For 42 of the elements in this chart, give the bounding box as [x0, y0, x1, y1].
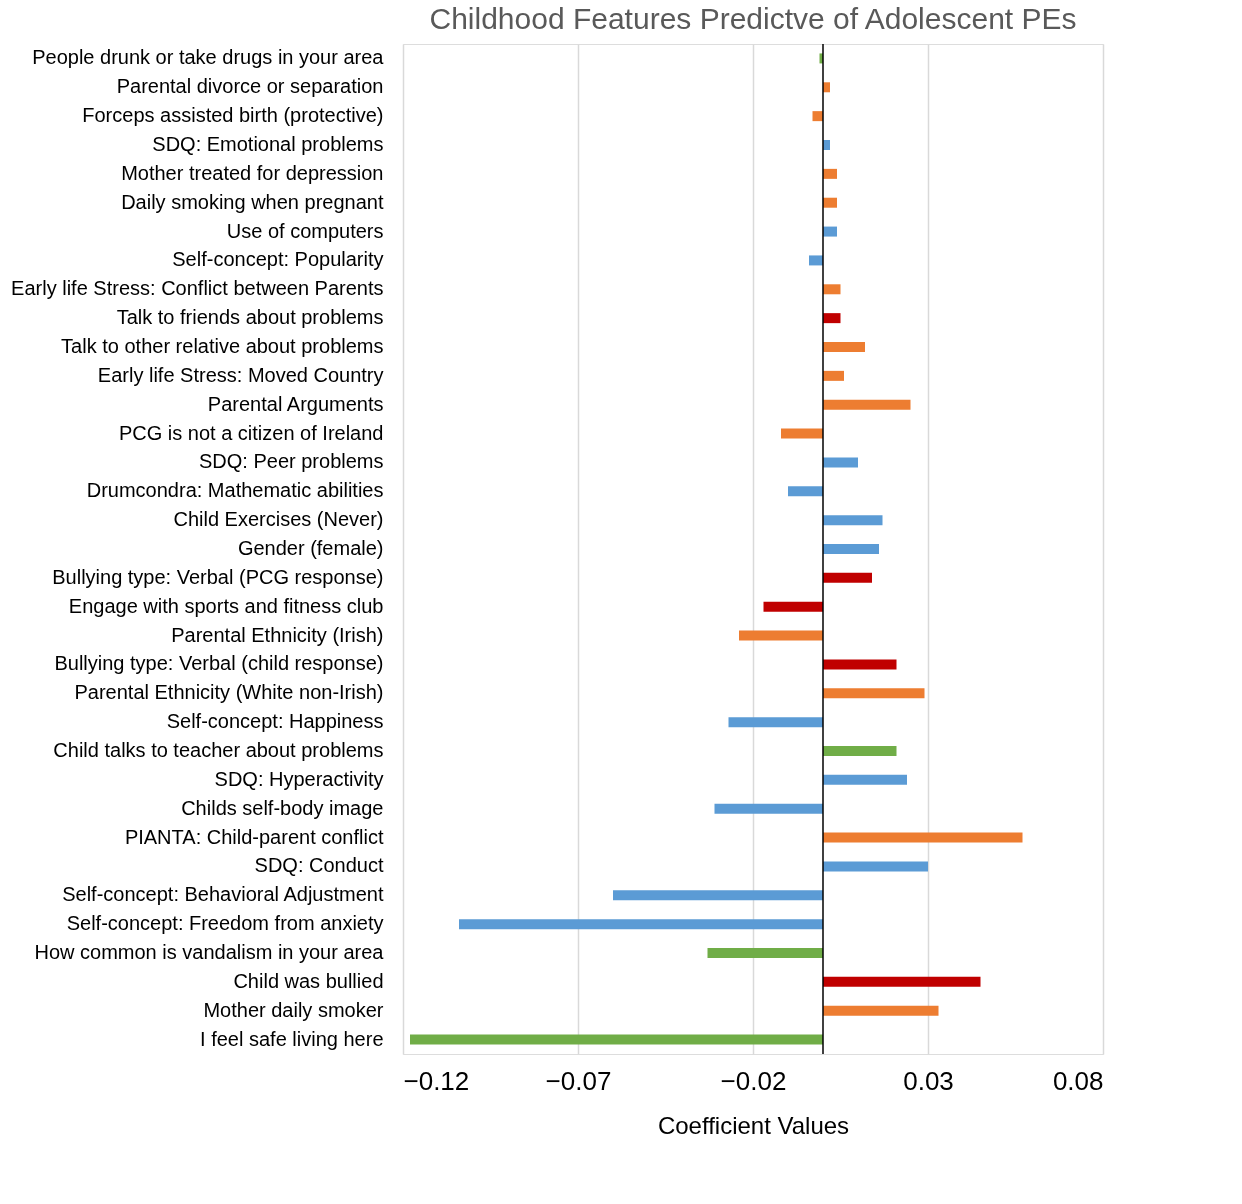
x-tick-label: 0.03: [903, 1065, 954, 1096]
y-tick-label: SDQ: Emotional problems: [152, 133, 384, 155]
y-tick-label: SDQ: Peer problems: [198, 450, 384, 473]
x-tick-label: −0.02: [720, 1065, 787, 1096]
y-tick-label: PCG is not a citizen of Ireland: [118, 421, 384, 444]
y-tick-label: Talk to other relative about problems: [61, 335, 384, 357]
y-tick-label: Self-concept: Popularity: [172, 248, 384, 271]
x-tick-label: 0.08: [1052, 1065, 1104, 1096]
y-tick-label: Child Exercises (Never): [173, 508, 384, 531]
y-tick-label: Drumcondra: Mathematic abilities: [86, 479, 384, 502]
y-tick-label: PIANTA: Child-parent conflict: [124, 825, 384, 848]
y-tick-label: Bullying type: Verbal (child response): [54, 652, 384, 675]
y-tick-label: How common is vandalism in your area: [34, 941, 385, 963]
y-tick-label: Mother daily smoker: [203, 998, 384, 1021]
y-tick-label: Daily smoking when pregnant: [121, 190, 384, 213]
y-tick-label: Talk to friends about problems: [116, 306, 384, 329]
y-tick-label: Mother treated for depression: [121, 161, 384, 184]
y-tick-label: Gender (female): [237, 537, 384, 559]
y-tick-label: SDQ: Conduct: [254, 854, 384, 877]
y-tick-label: Use of computers: [226, 219, 384, 242]
y-tick-label: I feel safe living here: [200, 1027, 384, 1050]
y-tick-label: Parental divorce or separation: [116, 75, 384, 98]
y-tick-label: Bullying type: Verbal (PCG response): [52, 565, 384, 588]
y-tick-label: Forceps assisted birth (protective): [82, 104, 384, 127]
y-tick-label: Engage with sports and fitness club: [68, 594, 384, 617]
y-tick-label: Parental Ethnicity (Irish): [171, 623, 384, 646]
y-tick-label: Early life Stress: Conflict between Parents: [11, 277, 384, 300]
y-tick-label: Childs self-body image: [181, 796, 384, 819]
y-tick-label: Child talks to teacher about problems: [53, 739, 384, 761]
y-tick-label: Parental Arguments: [207, 392, 384, 415]
y-tick-label: Early life Stress: Moved Country: [97, 363, 384, 386]
y-tick-label: Parental Ethnicity (White non-Irish): [74, 681, 384, 704]
y-tick-label: People drunk or take drugs in your area: [32, 46, 385, 69]
y-tick-label: Child was bullied: [233, 969, 384, 992]
y-tick-label: SDQ: Hyperactivity: [214, 767, 384, 790]
chart-title: Childhood Features Predictve of Adolescent PEs: [429, 2, 1077, 36]
y-tick-label: Self-concept: Freedom from anxiety: [66, 912, 384, 935]
y-tick-label: Self-concept: Happiness: [166, 710, 384, 733]
x-tick-label: −0.07: [545, 1065, 612, 1096]
x-axis-title: Coefficient Values: [657, 1111, 850, 1139]
y-tick-label: Self-concept: Behavioral Adjustment: [62, 883, 384, 906]
x-tick-label: −0.12: [403, 1065, 470, 1096]
